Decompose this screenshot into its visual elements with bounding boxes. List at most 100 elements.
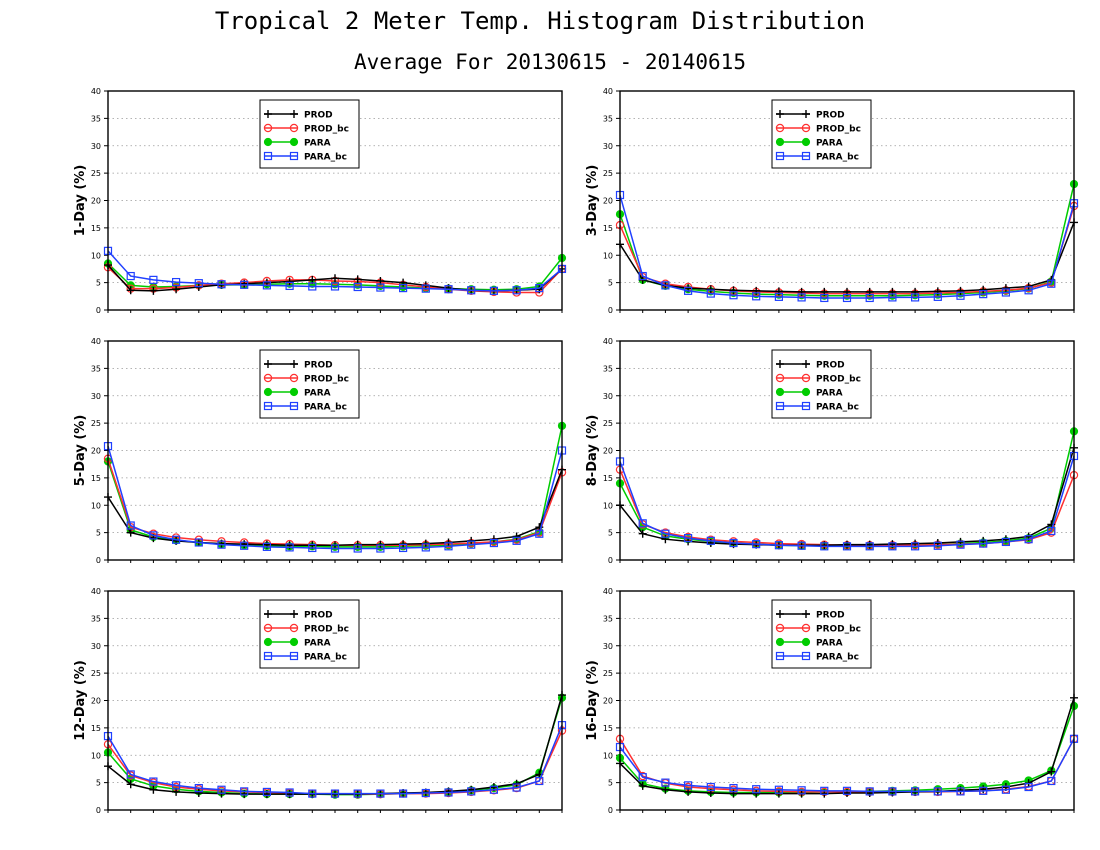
data-point bbox=[444, 788, 453, 797]
data-point bbox=[172, 277, 181, 287]
data-point bbox=[638, 529, 647, 538]
open-square-icon bbox=[263, 151, 273, 161]
chart-title: Tropical 2 Meter Temp. Histogram Distrib… bbox=[215, 7, 865, 35]
data-point bbox=[172, 535, 181, 544]
series-para-bc bbox=[103, 721, 567, 798]
open-square-icon bbox=[775, 151, 785, 161]
data-point bbox=[706, 285, 715, 294]
open-circle-icon bbox=[801, 623, 811, 633]
data-point bbox=[1024, 782, 1033, 792]
plus-icon bbox=[264, 610, 272, 618]
y-tick-label: 15 bbox=[91, 224, 101, 233]
y-tick-label: 5 bbox=[96, 529, 101, 538]
data-point bbox=[820, 293, 829, 303]
legend-label: PARA_bc bbox=[816, 653, 859, 663]
open-circle-icon bbox=[801, 373, 811, 383]
plus-icon bbox=[290, 360, 298, 368]
data-point bbox=[683, 533, 693, 543]
data-point bbox=[126, 521, 135, 530]
filled-circle-icon bbox=[289, 637, 299, 647]
data-point bbox=[489, 538, 498, 548]
y-tick-label: 20 bbox=[91, 697, 101, 706]
data-point bbox=[126, 286, 135, 295]
data-point bbox=[797, 786, 806, 795]
y-tick-label: 25 bbox=[603, 419, 613, 428]
legend-label: PARA bbox=[816, 139, 843, 149]
series-para-bc bbox=[103, 442, 567, 553]
data-point bbox=[285, 790, 294, 799]
data-point bbox=[512, 536, 521, 545]
series-prod bbox=[616, 443, 1078, 550]
data-point bbox=[911, 287, 920, 296]
data-point bbox=[865, 540, 874, 549]
data-point bbox=[683, 286, 693, 295]
data-point bbox=[752, 540, 761, 549]
series-para-bc bbox=[615, 451, 1079, 551]
legend: PROD PROD_bc PARA PARA_bc bbox=[771, 99, 872, 169]
y-tick-label: 30 bbox=[91, 142, 101, 151]
open-square-icon bbox=[289, 151, 299, 161]
legend: PROD PROD_bc PARA PARA_bc bbox=[259, 599, 360, 669]
data-point bbox=[842, 542, 852, 551]
y-tick-label: 25 bbox=[603, 169, 613, 178]
data-point bbox=[353, 275, 362, 284]
data-point bbox=[729, 789, 738, 798]
data-point bbox=[865, 542, 874, 551]
y-tick-label: 0 bbox=[96, 806, 101, 815]
data-point bbox=[194, 279, 203, 288]
panel-grid: 0 5 10 15 20 25 30 35 40 1-Day (%) PROD PROD_bc PARA… bbox=[73, 87, 1079, 815]
data-point bbox=[638, 781, 647, 790]
data-point bbox=[774, 292, 784, 301]
legend-label: PARA bbox=[816, 389, 843, 399]
plus-icon bbox=[776, 360, 784, 368]
series-prod-bc bbox=[103, 454, 567, 550]
y-tick-label: 10 bbox=[603, 251, 613, 260]
data-point bbox=[308, 282, 317, 291]
legend-label: PROD bbox=[816, 361, 845, 371]
data-point bbox=[399, 789, 408, 798]
data-point bbox=[842, 786, 852, 795]
data-point bbox=[1024, 535, 1033, 544]
y-tick-label: 35 bbox=[91, 114, 101, 123]
y-axis-label: 3-Day (%) bbox=[585, 165, 600, 237]
open-square-icon bbox=[263, 401, 273, 411]
y-tick-label: 20 bbox=[91, 197, 101, 206]
data-point bbox=[308, 789, 317, 798]
open-circle-icon bbox=[263, 123, 273, 133]
y-tick-label: 30 bbox=[91, 392, 101, 401]
series-line bbox=[107, 694, 563, 795]
series-line bbox=[619, 447, 1075, 546]
filled-circle-icon bbox=[801, 387, 811, 397]
plus-icon bbox=[802, 610, 810, 618]
y-tick-label: 0 bbox=[608, 806, 613, 815]
open-circle-icon bbox=[289, 373, 299, 383]
data-point bbox=[172, 285, 181, 294]
y-tick-label: 40 bbox=[91, 587, 101, 596]
y-tick-label: 25 bbox=[603, 669, 613, 678]
data-point bbox=[126, 271, 135, 281]
y-axis-label: 8-Day (%) bbox=[585, 415, 600, 487]
open-square-icon bbox=[775, 401, 785, 411]
data-point bbox=[172, 781, 181, 790]
data-point bbox=[262, 787, 271, 797]
series-line bbox=[619, 697, 1075, 795]
plot-frame bbox=[619, 340, 1075, 561]
y-tick-label: 15 bbox=[603, 224, 613, 233]
data-point bbox=[535, 776, 544, 786]
data-point bbox=[979, 785, 988, 794]
y-tick-label: 15 bbox=[91, 474, 101, 483]
data-point bbox=[933, 292, 942, 301]
data-point bbox=[752, 785, 761, 794]
data-point bbox=[638, 271, 647, 281]
plot-frame bbox=[107, 340, 563, 561]
open-square-icon bbox=[801, 401, 811, 411]
data-point bbox=[285, 281, 294, 291]
filled-circle-icon bbox=[775, 387, 785, 397]
series-line bbox=[107, 425, 563, 548]
data-point bbox=[888, 287, 897, 296]
data-point bbox=[399, 284, 408, 293]
data-point bbox=[376, 789, 385, 798]
data-point bbox=[330, 789, 340, 798]
open-circle-icon bbox=[289, 623, 299, 633]
data-point bbox=[421, 788, 430, 798]
